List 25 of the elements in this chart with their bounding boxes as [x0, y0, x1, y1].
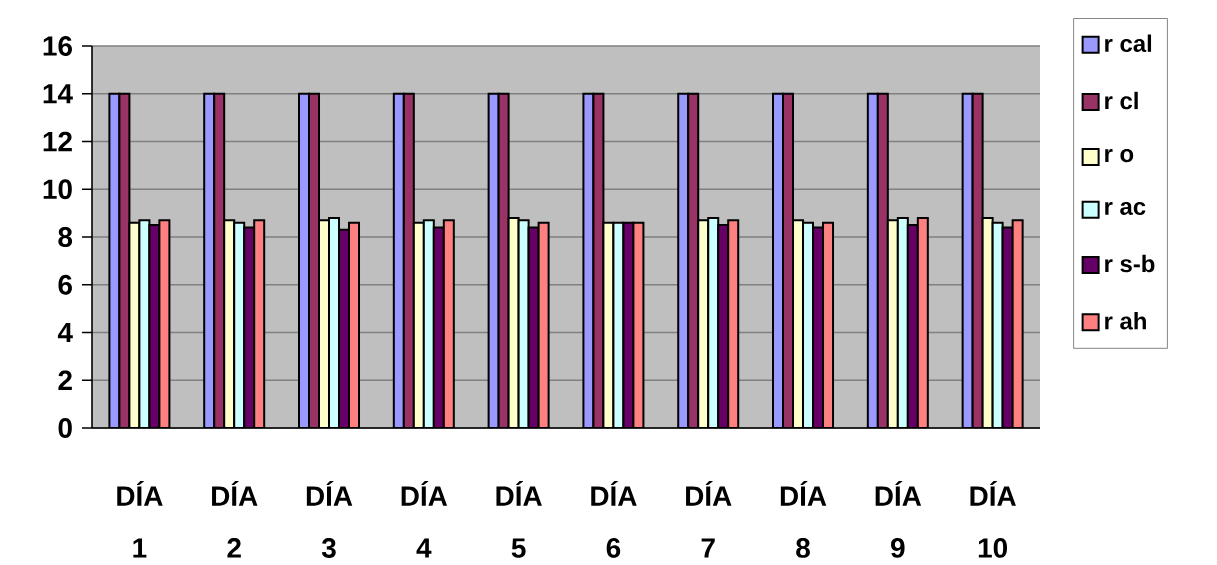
legend-label: r o: [1105, 149, 1134, 163]
x-tick-label: DÍA 9: [875, 481, 922, 558]
y-tick-label: 14: [43, 84, 73, 104]
x-tick-label: DÍA 5: [496, 481, 542, 558]
x-tick-label: DÍA 7: [686, 481, 732, 558]
x-tick-label: DÍA 8: [780, 481, 827, 558]
y-tick-label: 8: [58, 227, 73, 247]
x-tick-label: DÍA 1: [117, 481, 163, 558]
y-tick-label: 10: [43, 179, 72, 200]
x-tick-label: DÍA 6: [591, 481, 637, 558]
y-tick-label: 2: [58, 370, 72, 390]
legend-label: r cal: [1105, 34, 1152, 53]
y-tick-label: 6: [58, 274, 72, 295]
x-tick-label: DÍA 3: [306, 481, 353, 558]
legend-label: r s-b: [1105, 254, 1155, 273]
y-tick-label: 0: [58, 418, 72, 438]
x-tick-label: DÍA 2: [212, 481, 258, 558]
y-tick-label: 4: [57, 322, 73, 343]
x-tick-label: DÍA 4: [401, 481, 448, 558]
legend-label: r cl: [1105, 91, 1138, 110]
legend-label: r ah: [1105, 312, 1146, 330]
legend-label: r ac: [1105, 201, 1146, 215]
x-tick-label: DÍA 10: [970, 481, 1016, 558]
y-tick-label: 16: [43, 36, 72, 56]
y-tick-label: 12: [43, 131, 72, 152]
